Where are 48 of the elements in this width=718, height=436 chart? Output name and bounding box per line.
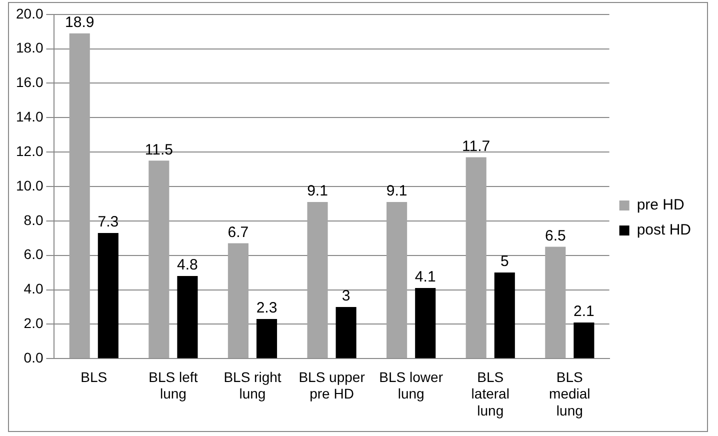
data-label: 6.7 xyxy=(228,224,249,241)
bar xyxy=(69,33,90,358)
bar xyxy=(98,232,118,358)
data-label: 4.1 xyxy=(414,268,436,286)
x-tick-label: BLS xyxy=(80,368,108,385)
data-label: 7.3 xyxy=(98,214,119,231)
bar xyxy=(307,202,328,358)
y-tick-label: 16.0 xyxy=(16,74,44,90)
x-tick-label: BLS medial lung xyxy=(549,368,590,418)
data-label: 6.5 xyxy=(544,227,566,244)
bar xyxy=(415,288,436,358)
data-label: 11.7 xyxy=(462,138,490,155)
x-tick-label: BLS upper pre HD xyxy=(298,368,366,402)
y-tick-label: 10.0 xyxy=(16,177,44,194)
data-label: 3 xyxy=(342,288,350,305)
y-tick-label: 2.0 xyxy=(24,315,44,332)
y-tick-label: 6.0 xyxy=(24,246,44,262)
data-label: 5 xyxy=(500,253,509,270)
y-tick-label: 18.0 xyxy=(16,40,44,56)
data-label: 4.8 xyxy=(177,256,198,274)
y-tick-label: 20.0 xyxy=(16,5,44,22)
bar xyxy=(336,306,356,358)
bar xyxy=(574,322,594,358)
y-tick-label: 8.0 xyxy=(24,212,44,228)
bar xyxy=(256,319,278,358)
data-label: 11.5 xyxy=(144,141,173,158)
data-label: 18.9 xyxy=(65,14,94,31)
y-tick-label: 12.0 xyxy=(16,142,44,159)
data-label: 2.1 xyxy=(574,303,594,320)
legend-label: post HD xyxy=(636,222,692,239)
x-tick-label: BLS lateral lung xyxy=(471,368,510,418)
x-tick-label: BLS right lung xyxy=(224,368,282,402)
bar xyxy=(545,246,566,358)
x-tick-label: BLS lower lung xyxy=(379,368,444,402)
data-label: 9.1 xyxy=(307,182,328,200)
y-tick-label: 14.0 xyxy=(16,108,44,125)
y-tick-label: 0.0 xyxy=(24,349,44,366)
bar xyxy=(386,202,408,358)
y-tick-label: 4.0 xyxy=(24,280,44,297)
bar xyxy=(148,160,170,358)
bar xyxy=(228,243,248,358)
data-label: 9.1 xyxy=(386,182,408,200)
data-label: 2.3 xyxy=(256,300,278,317)
bar xyxy=(177,276,198,358)
bar xyxy=(466,157,486,358)
bar xyxy=(494,272,515,358)
legend-label: pre HD xyxy=(636,196,684,214)
x-tick-label: BLS left lung xyxy=(148,368,198,402)
